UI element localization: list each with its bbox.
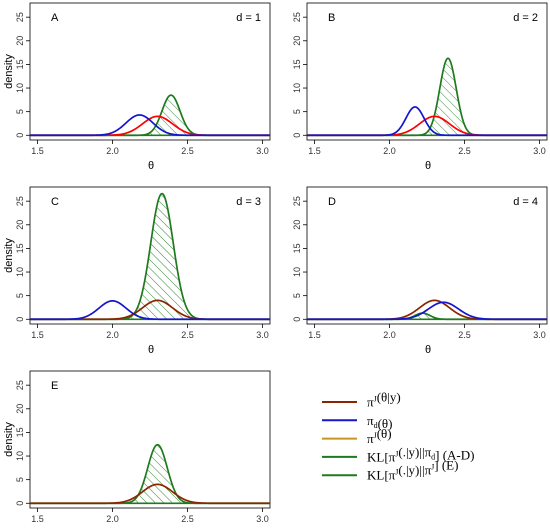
x-tick-label: 1.5 xyxy=(308,330,321,340)
series-posterior-line xyxy=(30,483,270,505)
y-tick-label: 10 xyxy=(15,83,25,93)
y-tick-label: 15 xyxy=(15,59,25,69)
x-tick-label: 2.5 xyxy=(458,146,471,156)
series-prior-line xyxy=(30,299,270,321)
x-tick-label: 1.5 xyxy=(308,146,321,156)
panel-letter: C xyxy=(51,196,59,208)
y-tick-label: 0 xyxy=(15,317,25,322)
panel-A: 1.5 2.0 2.5 3.0 0 5 10 15 20 25 θ density A d = 1 xyxy=(3,2,271,172)
y-tick-label: 20 xyxy=(15,36,25,46)
y-tick-label: 10 xyxy=(292,267,302,277)
y-tick-label: 20 xyxy=(292,220,302,230)
legend-item-prior_j: πJ(θ) xyxy=(322,426,392,446)
panel-letter: B xyxy=(328,12,335,24)
plot-frame xyxy=(29,2,271,141)
y-tick-label: 5 xyxy=(15,477,25,482)
panel-letter: D xyxy=(328,196,336,208)
x-tick-label: 2.5 xyxy=(181,330,194,340)
panel-annotation: d = 4 xyxy=(513,196,538,208)
y-tick-label: 25 xyxy=(292,196,302,206)
panel-letter: E xyxy=(51,380,58,392)
x-tick-label: 2.0 xyxy=(383,146,396,156)
y-axis-label: density xyxy=(3,422,15,457)
series-prior-line xyxy=(30,114,270,137)
legend-label: KL[πJ(.|y)||πd] (A-D) xyxy=(367,444,474,464)
x-axis-label: θ xyxy=(425,344,431,356)
plot-frame xyxy=(306,186,548,325)
x-tick-label: 3.0 xyxy=(256,330,269,340)
legend-label: KL[πJ(.|y)||πJ] (E) xyxy=(367,458,458,483)
legend-label: πJ(θ) xyxy=(367,426,392,446)
y-tick-label: 15 xyxy=(292,59,302,69)
plot-frame xyxy=(29,186,271,325)
y-tick-label: 25 xyxy=(15,12,25,22)
x-axis-label: θ xyxy=(148,344,154,356)
y-tick-label: 15 xyxy=(15,427,25,437)
legend-item-posterior: πJ(θ|y) xyxy=(322,390,401,410)
plot-frame xyxy=(306,2,548,141)
legend-item-kl_e: KL[πJ(.|y)||πJ] (E) xyxy=(322,458,458,483)
x-tick-label: 2.0 xyxy=(106,146,119,156)
panel-letter: A xyxy=(51,12,59,24)
y-tick-label: 0 xyxy=(292,133,302,138)
panel-E: 1.52.02.53.00510152025θdensityE xyxy=(3,370,271,524)
y-tick-label: 5 xyxy=(15,109,25,114)
series-prior-line xyxy=(307,106,547,137)
x-tick-label: 2.5 xyxy=(181,514,194,524)
panel-C: 1.5 2.0 2.5 3.0 0 5 10 15 20 25 θ density C d = 3 xyxy=(3,186,271,356)
x-tick-label: 1.5 xyxy=(31,146,44,156)
panel-D: 1.5 2.0 2.5 3.0 0 5 10 15 20 25 θ D d = 4 xyxy=(292,186,548,356)
series-kl-line xyxy=(30,94,270,137)
y-tick-label: 5 xyxy=(15,293,25,298)
legend-label: πJ(θ|y) xyxy=(367,390,401,410)
y-tick-label: 10 xyxy=(15,267,25,277)
x-tick-label: 1.5 xyxy=(31,330,44,340)
kl-hatched-area xyxy=(30,95,270,136)
y-tick-label: 10 xyxy=(15,451,25,461)
y-tick-label: 20 xyxy=(292,36,302,46)
x-axis-label: θ xyxy=(425,160,431,172)
legend: πJ(θ|y) πd(θ)πJ(θ)KL[πJ(.|y)||πd] (A-D)KL… xyxy=(322,390,474,483)
y-tick-label: 0 xyxy=(15,501,25,506)
x-tick-label: 1.5 xyxy=(31,514,44,524)
y-tick-label: 10 xyxy=(292,83,302,93)
panel-annotation: d = 3 xyxy=(236,196,261,208)
y-tick-label: 0 xyxy=(292,317,302,322)
panel-B: 1.5 2.0 2.5 3.0 0 5 10 15 20 25 θ B d = 2 xyxy=(292,2,548,172)
y-axis-label: density xyxy=(3,54,15,89)
panel-annotation: d = 1 xyxy=(236,12,261,24)
y-tick-label: 25 xyxy=(292,12,302,22)
series-prior-line xyxy=(307,301,547,321)
y-tick-label: 5 xyxy=(292,109,302,114)
y-tick-label: 25 xyxy=(15,380,25,390)
y-tick-label: 25 xyxy=(15,196,25,206)
plot-frame xyxy=(29,370,271,509)
x-tick-label: 2.0 xyxy=(106,514,119,524)
x-tick-label: 3.0 xyxy=(533,146,546,156)
y-tick-label: 20 xyxy=(15,220,25,230)
legend-label: πd(θ) xyxy=(367,413,392,431)
x-tick-label: 3.0 xyxy=(256,146,269,156)
y-tick-label: 0 xyxy=(15,133,25,138)
kl-hatched-area xyxy=(30,444,270,504)
panel-annotation: d = 2 xyxy=(513,12,538,24)
kl-hatched-area xyxy=(30,193,270,320)
legend-item-kl_ad: KL[πJ(.|y)||πd] (A-D) xyxy=(322,444,474,464)
y-tick-label: 5 xyxy=(292,293,302,298)
x-tick-label: 2.5 xyxy=(181,146,194,156)
x-tick-label: 2.0 xyxy=(106,330,119,340)
y-tick-label: 15 xyxy=(15,243,25,253)
x-tick-label: 3.0 xyxy=(256,514,269,524)
x-tick-label: 3.0 xyxy=(533,330,546,340)
x-tick-label: 2.0 xyxy=(383,330,396,340)
kl-hatched-area xyxy=(307,313,547,320)
legend-item-prior_d: πd(θ) xyxy=(322,413,392,431)
y-tick-label: 15 xyxy=(292,243,302,253)
x-axis-label: θ xyxy=(148,160,154,172)
y-axis-label: density xyxy=(3,238,15,273)
y-tick-label: 20 xyxy=(15,404,25,414)
x-tick-label: 2.5 xyxy=(458,330,471,340)
